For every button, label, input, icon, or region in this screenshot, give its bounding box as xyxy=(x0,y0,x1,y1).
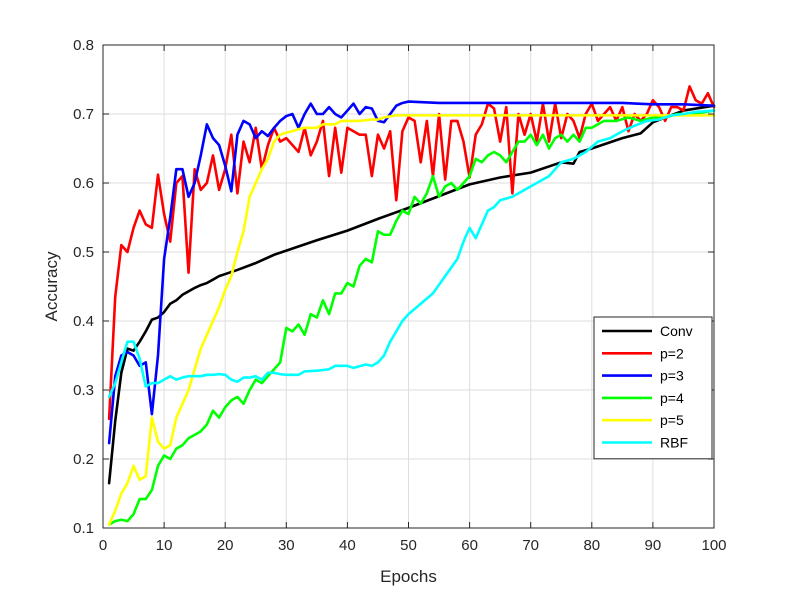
y-tick-label: 0.5 xyxy=(73,244,94,261)
y-tick-label: 0.2 xyxy=(73,451,94,468)
series-line-p-2 xyxy=(107,85,716,421)
y-tick-label: 0.6 xyxy=(73,175,94,192)
x-tick-label: 80 xyxy=(583,537,600,554)
y-axis-ticks: 0.1 0.2 0.3 0.4 0.5 0.6 0.7 0.8 xyxy=(73,37,714,537)
y-tick-label: 0.7 xyxy=(73,106,94,123)
y-tick-label: 0.3 xyxy=(73,382,94,399)
legend-label-p-5: p=5 xyxy=(660,412,684,428)
x-tick-label: 70 xyxy=(522,537,539,554)
x-tick-label: 30 xyxy=(278,537,295,554)
y-tick-label: 0.8 xyxy=(73,37,94,54)
x-tick-label: 20 xyxy=(217,537,234,554)
series-line-p-4 xyxy=(107,109,716,526)
legend-box xyxy=(593,316,713,460)
x-tick-label: 60 xyxy=(461,537,478,554)
legend-label-p-3: p=3 xyxy=(660,368,684,384)
series-line-conv xyxy=(107,104,716,485)
x-axis-ticks: 0 10 20 30 40 50 60 70 80 90 100 xyxy=(99,45,727,554)
legend-label-rbf: RBF xyxy=(660,435,688,451)
series-line-rbf xyxy=(107,109,716,399)
y-tick-label: 0.4 xyxy=(73,313,94,330)
y-tick-label: 0.1 xyxy=(73,520,94,537)
series-layer xyxy=(107,85,716,526)
x-axis-label: Epochs xyxy=(380,567,437,586)
x-tick-label: 90 xyxy=(645,537,662,554)
x-tick-label: 100 xyxy=(701,537,726,554)
x-tick-label: 50 xyxy=(400,537,417,554)
y-axis-label: Accuracy xyxy=(42,251,61,321)
legend-label-conv: Conv xyxy=(660,323,693,339)
legend-label-p-4: p=4 xyxy=(660,390,684,406)
series-line-p-5 xyxy=(107,114,716,526)
legend: Conv p=2 p=3 p=4 p=5 RBF xyxy=(593,316,713,460)
series-line-p-3 xyxy=(107,100,716,445)
x-tick-label: 40 xyxy=(339,537,356,554)
x-tick-label: 10 xyxy=(156,537,173,554)
legend-label-p-2: p=2 xyxy=(660,345,684,361)
x-tick-label: 0 xyxy=(99,537,107,554)
